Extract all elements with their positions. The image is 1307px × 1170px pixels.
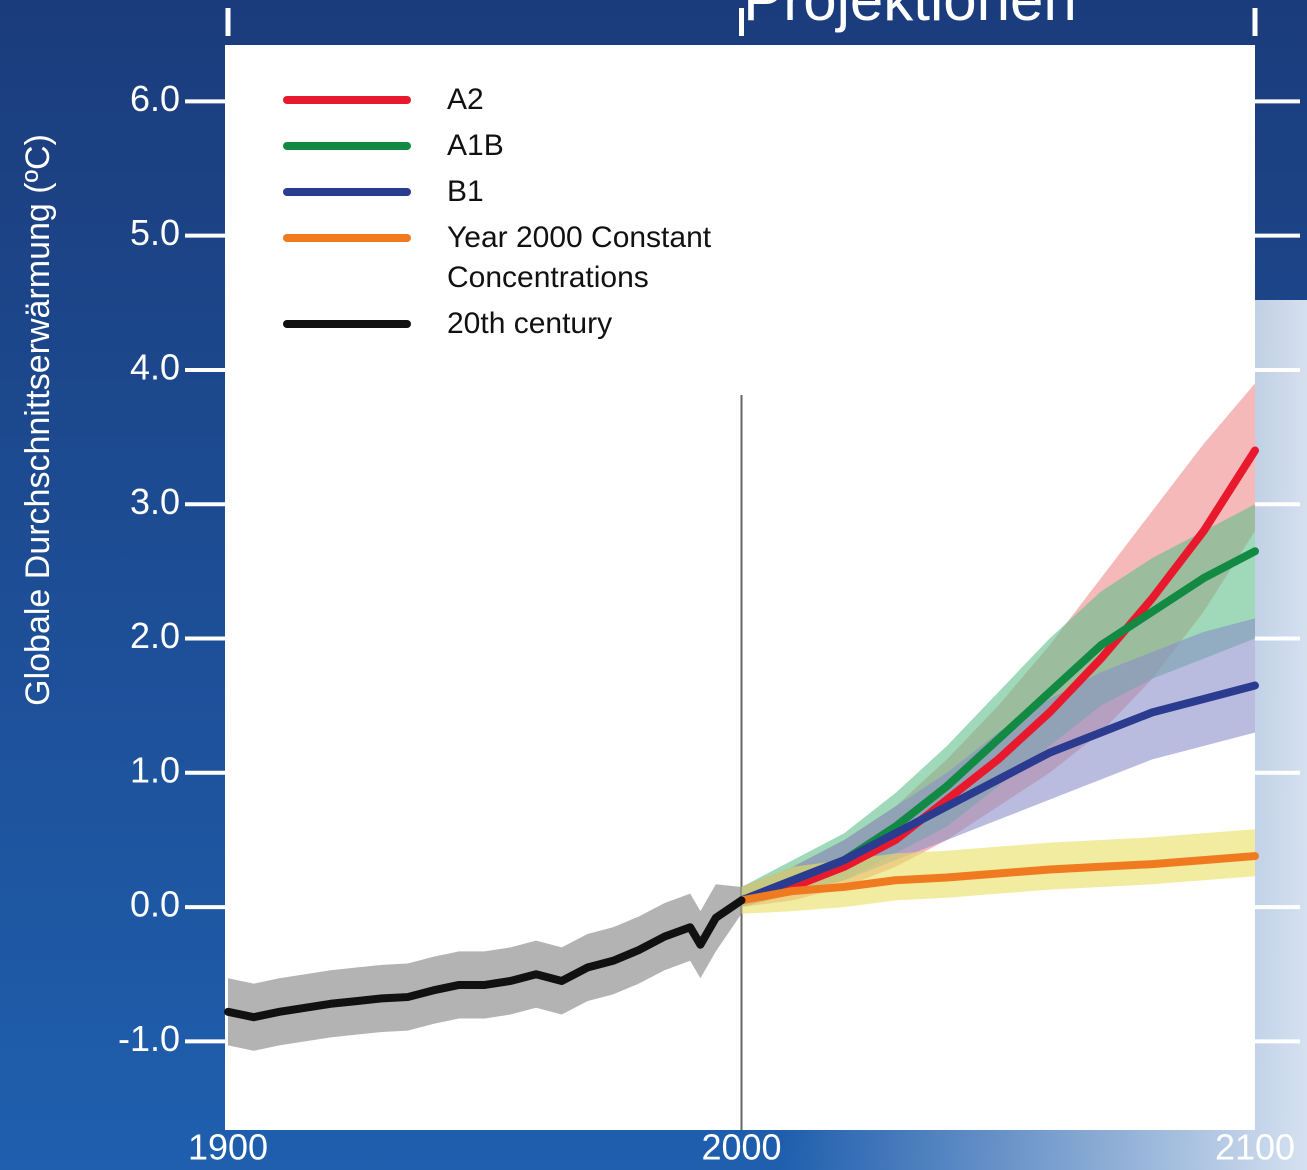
legend-swatch [283,96,411,104]
legend-entry: Year 2000 Constant Concentrations [283,218,807,298]
uncertainty-band [228,884,742,1051]
legend-entry: A1B [283,126,807,166]
legend-swatch [283,188,411,196]
x-tick-label: 2000 [701,1127,781,1168]
legend-swatch [283,142,411,150]
y-tick-label: 4.0 [130,346,180,387]
y-tick-label: 0.0 [130,884,180,925]
legend-label: A1B [447,129,504,162]
x-tick-label: 1900 [188,1127,268,1168]
legend-entry: 20th century [283,304,807,344]
series-line [224,896,746,1022]
legend-entry: B1 [283,172,807,212]
chart-title: Projektionen [743,0,1077,33]
plot-area [225,45,1255,1130]
legend-label: Year 2000 Constant Concentrations [447,221,712,294]
y-tick-label: 2.0 [130,615,180,656]
y-tick-label: 3.0 [130,481,180,522]
legend-swatch [283,320,411,328]
legend-label: B1 [447,175,484,208]
uncertainty-band [741,504,1255,908]
legend-entry: A2 [283,80,807,120]
series-line [737,446,1259,905]
legend: A2 A1B B1 Year 2000 Constant Concentrations… [283,80,807,350]
legend-label: 20th century [447,307,613,340]
y-tick-label: -1.0 [118,1018,180,1059]
y-axis-label: Globale Durchschnittserwärmung (ºC) [19,134,57,706]
y-tick-label: 1.0 [130,749,180,790]
x-tick-label: 2100 [1215,1127,1295,1168]
legend-label: A2 [447,83,484,116]
series-line [737,681,1259,905]
legend-swatch [283,234,411,242]
series-line [737,852,1259,905]
y-tick-label: 5.0 [130,212,180,253]
y-tick-label: 6.0 [130,78,180,119]
